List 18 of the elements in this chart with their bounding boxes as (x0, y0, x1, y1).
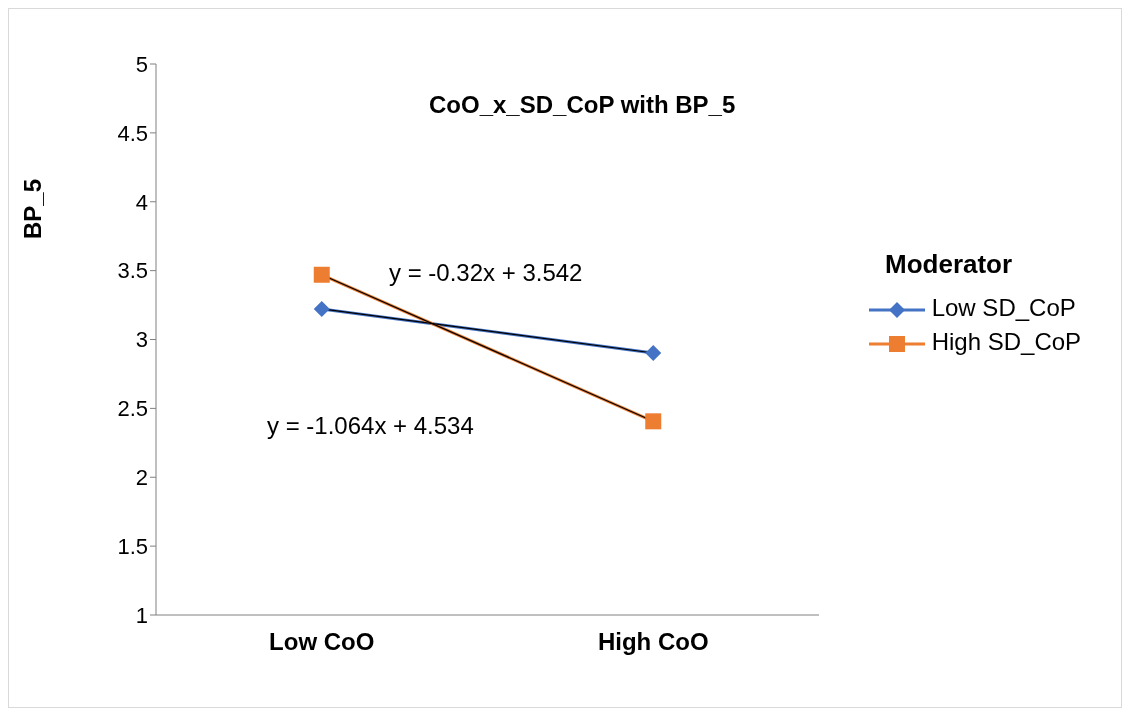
annotation: y = -0.32x + 3.542 (389, 259, 583, 287)
y-tick-label: 2 (135, 465, 148, 491)
y-tick-label: 5 (135, 51, 148, 77)
legend-title: Moderator (885, 249, 1014, 280)
y-tick-label: 1 (135, 602, 148, 628)
annotation: y = -1.064x + 4.534 (267, 412, 474, 440)
legend-label: Low SD_CoP (930, 294, 1077, 323)
y-tick-label: 2.5 (117, 396, 148, 422)
x-tick-label: High CoO (597, 628, 709, 656)
y-axis-title: BP_5 (19, 178, 46, 239)
y-tick-label: 1.5 (117, 533, 148, 559)
legend-label: High SD_CoP (930, 328, 1082, 357)
x-tick-label: Low CoO (269, 628, 375, 656)
y-tick-label: 3.5 (117, 258, 148, 284)
y-tick-label: 4 (135, 189, 148, 215)
text: CoO_x_SD_CoP with BP_5 (429, 91, 736, 119)
y-tick-label: 4.5 (117, 120, 148, 146)
y-tick-label: 3 (135, 327, 148, 353)
